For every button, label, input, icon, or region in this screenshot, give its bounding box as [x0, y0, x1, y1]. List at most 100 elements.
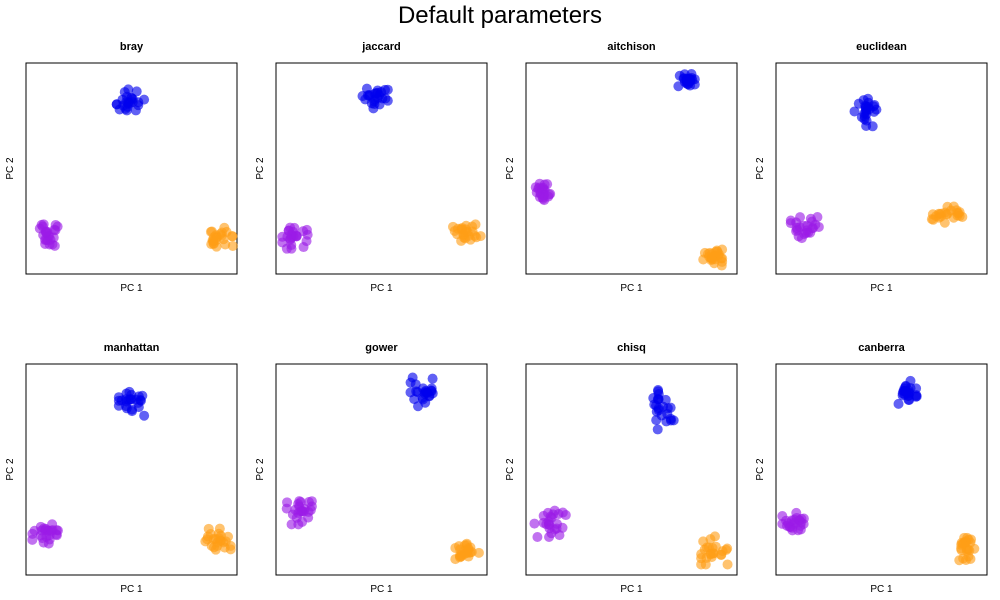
data-point	[289, 222, 300, 233]
data-point	[277, 231, 288, 242]
data-point	[964, 545, 975, 556]
data-point	[777, 518, 788, 529]
data-point	[421, 387, 432, 398]
data-point	[722, 559, 733, 570]
data-point	[203, 523, 214, 534]
data-point	[49, 224, 60, 235]
x-axis-label: PC 1	[870, 584, 893, 595]
x-axis-label: PC 1	[620, 584, 643, 595]
data-point	[227, 231, 238, 242]
data-point	[849, 106, 860, 117]
data-point	[139, 410, 150, 421]
data-point	[130, 394, 141, 405]
panel-jaccard: jaccard PC 1 PC 2	[255, 41, 488, 294]
plot-frame	[525, 62, 738, 275]
data-point	[660, 394, 671, 405]
data-point	[449, 226, 460, 237]
data-point	[121, 403, 132, 414]
data-point	[202, 531, 213, 542]
data-point	[864, 104, 875, 115]
data-point	[698, 536, 709, 547]
data-point	[960, 555, 971, 566]
y-axis-label: PC 2	[255, 157, 266, 180]
y-axis-label: PC 2	[505, 458, 516, 481]
page-title: Default parameters	[397, 2, 603, 29]
data-point	[709, 258, 720, 269]
panel-title: canberra	[858, 342, 905, 354]
x-axis-label: PC 1	[620, 283, 643, 294]
data-point	[534, 182, 545, 193]
y-axis-label: PC 2	[755, 458, 766, 481]
data-point	[301, 224, 312, 235]
panel-aitchison: aitchison PC 1 PC 2	[505, 41, 738, 294]
plot-frame	[775, 363, 988, 576]
panel-title: gower	[365, 342, 398, 354]
data-point	[529, 518, 540, 529]
data-point	[709, 531, 720, 542]
panel-title: jaccard	[361, 41, 401, 53]
data-point	[705, 549, 716, 560]
data-point	[227, 240, 238, 251]
plot-frame	[775, 62, 988, 275]
y-axis-label: PC 2	[5, 157, 16, 180]
data-point	[295, 506, 306, 517]
data-point	[214, 533, 225, 544]
data-point	[382, 84, 393, 95]
plot-frame	[275, 363, 488, 576]
data-point	[812, 212, 823, 223]
y-axis-label: PC 2	[755, 157, 766, 180]
data-point	[286, 519, 297, 530]
data-point	[557, 507, 568, 518]
data-point	[211, 235, 222, 246]
data-point	[40, 226, 51, 237]
data-point	[939, 217, 950, 228]
data-point	[409, 394, 420, 405]
data-point	[549, 505, 560, 516]
data-point	[717, 546, 728, 557]
data-point	[544, 519, 555, 530]
data-point	[532, 532, 543, 543]
data-point	[711, 245, 722, 256]
data-point	[48, 232, 59, 243]
data-point	[475, 231, 486, 242]
y-axis-label: PC 2	[505, 157, 516, 180]
data-point	[27, 528, 38, 539]
data-point	[653, 384, 664, 395]
data-point	[716, 253, 727, 264]
x-axis-label: PC 1	[370, 584, 393, 595]
data-point	[463, 543, 474, 554]
data-point	[219, 222, 230, 233]
data-point	[787, 525, 798, 536]
data-point	[49, 240, 60, 251]
data-point	[905, 375, 916, 386]
panel-manhattan: manhattan PC 1 PC 2	[5, 342, 238, 595]
data-point	[893, 398, 904, 409]
panel-euclidean: euclidean PC 1 PC 2	[755, 41, 988, 294]
data-point	[867, 121, 878, 132]
panel-title: aitchison	[607, 41, 656, 53]
data-point	[46, 525, 57, 536]
data-point	[665, 413, 676, 424]
data-point	[795, 520, 806, 531]
data-point	[798, 220, 809, 231]
data-point	[696, 553, 707, 564]
panel-title: manhattan	[104, 342, 160, 354]
data-point	[903, 394, 914, 405]
data-point	[301, 236, 312, 247]
x-axis-label: PC 1	[870, 283, 893, 294]
data-point	[454, 550, 465, 561]
x-axis-label: PC 1	[370, 283, 393, 294]
data-point	[911, 391, 922, 402]
panel-bray: bray PC 1 PC 2	[5, 41, 238, 294]
data-point	[405, 377, 416, 388]
data-point	[116, 395, 127, 406]
data-point	[411, 386, 422, 397]
x-axis-label: PC 1	[120, 283, 143, 294]
data-point	[281, 503, 292, 514]
data-point	[123, 84, 134, 95]
data-point	[286, 243, 297, 254]
panel-gower: gower PC 1 PC 2	[255, 342, 488, 595]
data-point	[303, 497, 314, 508]
data-point	[368, 103, 379, 114]
data-point	[38, 537, 49, 548]
